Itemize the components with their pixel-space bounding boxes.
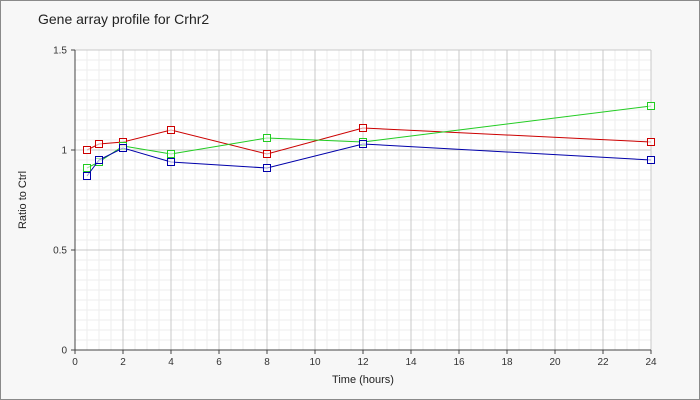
x-tick-label: 24 — [645, 357, 657, 368]
y-tick-label: 0 — [61, 346, 67, 357]
data-point-marker[interactable] — [167, 150, 175, 158]
data-point-marker[interactable] — [263, 150, 271, 158]
x-tick-label: 0 — [72, 357, 78, 368]
x-tick-label: 20 — [549, 357, 561, 368]
x-tick-label: 16 — [453, 357, 465, 368]
y-tick-label: 0.5 — [53, 246, 67, 257]
y-tick-label: 1 — [61, 146, 67, 157]
y-axis-label: Ratio to Ctrl — [17, 171, 29, 229]
data-point-marker[interactable] — [263, 164, 271, 172]
data-point-marker[interactable] — [359, 140, 367, 148]
data-point-marker[interactable] — [647, 156, 655, 164]
x-tick-label: 14 — [405, 357, 417, 368]
x-tick-label: 2 — [120, 357, 126, 368]
chart-title: Gene array profile for Crhr2 — [38, 11, 210, 27]
data-point-marker[interactable] — [95, 140, 103, 148]
x-tick-label: 22 — [597, 357, 609, 368]
x-tick-label: 6 — [216, 357, 222, 368]
x-tick-label: 4 — [168, 357, 174, 368]
data-point-marker[interactable] — [167, 158, 175, 166]
data-point-marker[interactable] — [83, 172, 91, 180]
data-point-marker[interactable] — [119, 144, 127, 152]
data-point-marker[interactable] — [95, 156, 103, 164]
data-point-marker[interactable] — [263, 134, 271, 142]
data-point-marker[interactable] — [359, 124, 367, 132]
data-point-marker[interactable] — [83, 164, 91, 172]
x-tick-labels: 0 2 4 6 8 10 12 14 16 18 20 22 24 — [72, 357, 657, 368]
x-tick-label: 8 — [264, 357, 270, 368]
data-point-marker[interactable] — [647, 102, 655, 110]
data-point-marker[interactable] — [83, 146, 91, 154]
y-tick-label: 1.5 — [53, 46, 67, 57]
x-tick-label: 18 — [501, 357, 513, 368]
x-axis-label: Time (hours) — [332, 374, 394, 386]
x-tick-label: 12 — [357, 357, 369, 368]
y-tick-labels: 0 0.5 1 1.5 — [53, 46, 67, 357]
series-group — [83, 102, 655, 180]
x-tick-label: 10 — [309, 357, 321, 368]
data-point-marker[interactable] — [647, 138, 655, 146]
data-point-marker[interactable] — [167, 126, 175, 134]
